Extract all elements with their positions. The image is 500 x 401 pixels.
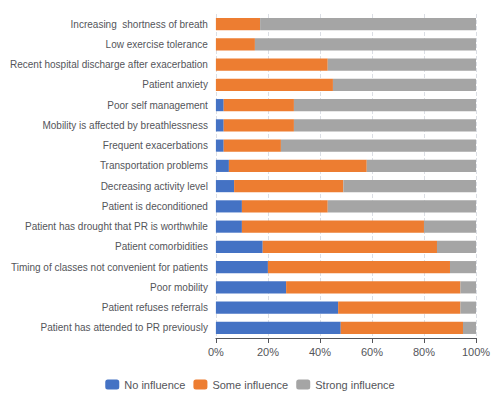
svg-text:40%: 40% [309, 346, 331, 358]
svg-text:Patient has drought that PR is: Patient has drought that PR is worthwhil… [25, 221, 208, 232]
svg-text:Patient is deconditioned: Patient is deconditioned [102, 201, 208, 212]
svg-text:Recent hospital discharge afte: Recent hospital discharge after exacerba… [10, 59, 208, 70]
svg-text:20%: 20% [257, 346, 279, 358]
svg-text:80%: 80% [413, 346, 435, 358]
svg-text:Some influence: Some influence [212, 379, 288, 391]
svg-text:Low exercise tolerance: Low exercise tolerance [106, 39, 209, 50]
svg-text:Increasing shortness of breat: Increasing shortness of breath [71, 19, 208, 30]
svg-text:Mobility is affected by breath: Mobility is affected by breathlessness [42, 120, 207, 131]
svg-text:Timing of classes not convenie: Timing of classes not convenient for pat… [11, 262, 208, 273]
svg-text:60%: 60% [361, 346, 383, 358]
svg-text:Patient anxiety: Patient anxiety [142, 79, 208, 90]
svg-text:Patient has attended to PR pre: Patient has attended to PR previously [41, 322, 208, 333]
svg-text:Decreasing activity level: Decreasing activity level [101, 181, 208, 192]
svg-text:Patient comorbidities: Patient comorbidities [115, 241, 208, 252]
svg-text:Poor self management: Poor self management [107, 100, 208, 111]
svg-text:Poor mobility: Poor mobility [150, 282, 208, 293]
svg-text:Patient refuses referrals: Patient refuses referrals [102, 302, 208, 313]
svg-text:Frequent exacerbations: Frequent exacerbations [103, 140, 208, 151]
svg-text:Strong influence: Strong influence [315, 379, 395, 391]
svg-text:Transportation problems: Transportation problems [100, 160, 208, 171]
svg-text:0%: 0% [208, 346, 224, 358]
svg-text:No influence: No influence [124, 379, 185, 391]
svg-text:100%: 100% [462, 346, 490, 358]
